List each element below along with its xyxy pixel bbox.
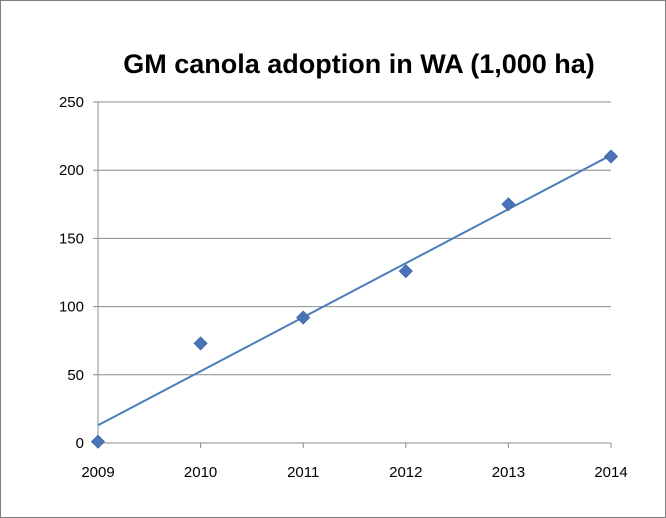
x-tick-label-2011: 2011 <box>287 464 319 481</box>
x-tick-label-2010: 2010 <box>184 464 217 481</box>
x-tick-label-2014: 2014 <box>594 464 627 481</box>
y-tick-label-50: 50 <box>67 367 84 384</box>
y-tick-label-250: 250 <box>59 94 84 111</box>
data-point-2013 <box>501 197 516 212</box>
data-point-2011 <box>296 310 311 325</box>
y-tick-label-100: 100 <box>59 299 84 316</box>
trendline-layer <box>97 154 612 427</box>
data-point-2009 <box>90 434 106 449</box>
x-tick-label-2012: 2012 <box>389 464 422 481</box>
y-tick-label-0: 0 <box>76 435 84 452</box>
data-point-2014 <box>603 149 619 164</box>
y-tick-label-150: 150 <box>59 230 84 247</box>
grid-lines <box>98 101 611 376</box>
chart-title: GM canola adoption in WA (1,000 ha) <box>123 49 595 79</box>
data-point-2010 <box>193 336 208 351</box>
trendline <box>97 154 612 427</box>
x-tick-label-2013: 2013 <box>492 464 525 481</box>
y-tick-label-200: 200 <box>59 162 84 179</box>
data-point-2012 <box>398 264 413 279</box>
data-points <box>90 149 619 449</box>
x-tick-label-2009: 2009 <box>81 464 114 481</box>
y-axis-tick-labels: 0 50 100 150 200 250 <box>59 94 84 452</box>
x-axis-tick-labels: 2009 2010 2011 2012 2013 2014 <box>81 464 627 481</box>
axes <box>93 101 612 448</box>
